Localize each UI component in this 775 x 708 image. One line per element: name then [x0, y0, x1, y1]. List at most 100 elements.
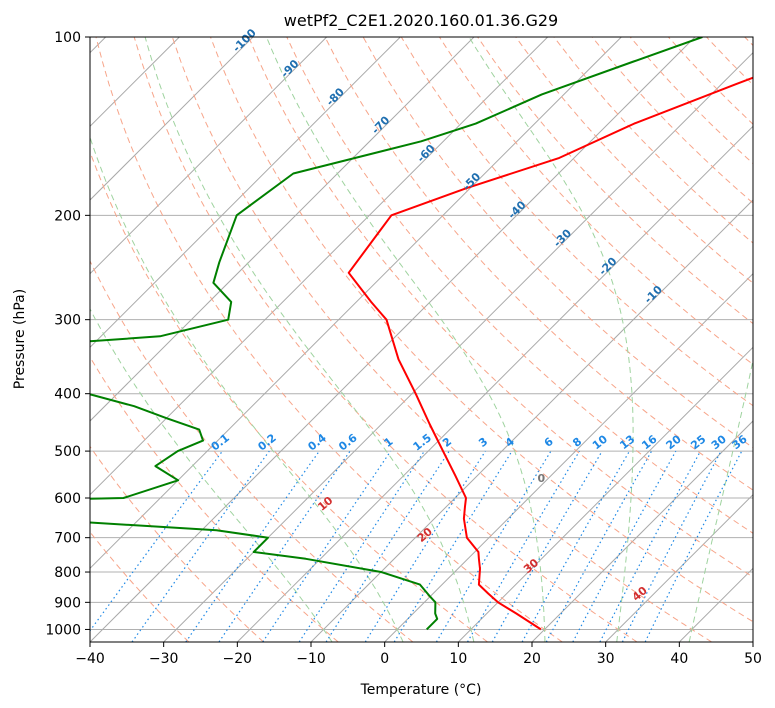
x-tick-label: 40: [670, 651, 688, 667]
isotherm-label: -20: [596, 255, 619, 278]
y-tick-label: 400: [54, 387, 81, 403]
annotation-labels: 0.1 0.2 0.4 0.6 1 1.5 2 3 4 6 8 10 13 16 20 25 30 36-100-…: [209, 26, 750, 604]
mixing-ratio-line: [218, 450, 351, 642]
mixing-ratio-line: [325, 450, 450, 642]
mixing-ratio-label: 1: [382, 435, 396, 450]
y-tick-label: 800: [54, 565, 81, 581]
y-tick-label: 600: [54, 491, 81, 507]
moist-adiabat-line: [468, 37, 634, 642]
moist-adiabat-line: [144, 37, 475, 642]
isotherm-label: -10: [642, 283, 665, 306]
isotherm-line: [90, 37, 328, 275]
moist-adiabat-line: [266, 37, 546, 642]
dry-adiabat-line: [286, 37, 753, 534]
x-axis-title: Temperature (°C): [360, 682, 482, 698]
isotherm-line: [457, 346, 753, 642]
mixing-ratio-line: [364, 450, 486, 642]
moist-adiabat-label: 0: [538, 472, 546, 485]
dry-adiabat-line: [90, 445, 264, 642]
y-tick-label: 300: [54, 313, 81, 329]
dry-adiabat-line: [95, 37, 563, 642]
y-axis-title: Pressure (hPa): [12, 289, 28, 389]
mixing-ratio-line: [545, 450, 653, 642]
isotherm-label: -60: [415, 142, 438, 165]
isotherm-label: -40: [505, 198, 528, 221]
isotherm-line: [678, 567, 753, 642]
mixing-ratio-line: [466, 450, 580, 642]
dry-adiabat-line: [133, 37, 638, 642]
dry-adiabat-line: [706, 37, 753, 86]
mixing-ratio-line: [599, 450, 702, 642]
dry-adiabat-line: [90, 259, 414, 642]
mixing-ratio-label: 0.4: [305, 431, 329, 453]
dry-adiabat-line: [744, 37, 753, 47]
y-tick-label: 900: [54, 595, 81, 611]
isotherm-line: [531, 420, 753, 642]
mixing-ratio-label: 36: [730, 432, 750, 452]
mixing-ratio-line: [90, 450, 223, 632]
isotherm-line: [605, 493, 753, 642]
mixing-ratio-line: [298, 450, 425, 642]
y-tick-label: 500: [54, 444, 81, 460]
isotherm-label: -90: [278, 57, 301, 80]
dry-adiabat-line: [668, 37, 753, 125]
isotherm-line: [90, 37, 401, 349]
mixing-ratio-label: 1.5: [411, 431, 434, 453]
mixing-ratio-label: 0.2: [255, 431, 278, 453]
mixing-ratio-label: 0.1: [209, 431, 232, 453]
isotherm-line: [90, 37, 475, 422]
x-tick-label: −10: [296, 651, 326, 667]
mixing-ratio-label: 10: [590, 432, 610, 452]
chart-title: wetPf2_C2E1.2020.160.01.36.G29: [284, 11, 558, 31]
y-tick-label: 100: [54, 30, 81, 46]
mixing-ratio-label: 8: [570, 435, 584, 450]
mixing-ratio-line: [185, 450, 320, 642]
mixing-ratio-line: [572, 450, 677, 642]
mixing-ratio-label: 20: [664, 432, 684, 452]
isotherm-label: -80: [324, 85, 347, 108]
dry-adiabat-line: [90, 531, 190, 642]
moist-adiabat-line: [90, 308, 333, 642]
dry-adiabat-line: [90, 356, 339, 642]
isotherm-label: -70: [369, 113, 392, 136]
dry-adiabat-line: [591, 37, 753, 204]
plot-frame: [89, 36, 754, 643]
mixing-ratio-line: [262, 450, 392, 642]
sounding-line: [347, 76, 753, 631]
isotherm-line: [90, 37, 549, 496]
mixing-ratio-label: 16: [639, 432, 659, 452]
mixing-ratio-label: 6: [542, 435, 556, 450]
dry-adiabat-line: [171, 37, 712, 642]
dry-adiabat-line: [438, 37, 753, 366]
mixing-ratio-line: [435, 450, 552, 642]
isotherm-line: [236, 125, 753, 642]
x-tick-label: −20: [223, 651, 253, 667]
isotherm-line: [90, 37, 254, 201]
moist-adiabat-line: [90, 135, 404, 642]
dry-adiabat-line: [515, 37, 753, 284]
mixing-ratio-label: 13: [617, 433, 637, 453]
axis-ticks: −40 −30 −20 −10 0 10 20 30 40 5010020030040050060…: [45, 30, 762, 667]
x-tick-label: −40: [75, 651, 105, 667]
sounding-line: [90, 37, 703, 631]
mixing-ratio-label: 0.6: [336, 431, 360, 453]
x-tick-label: 10: [449, 651, 467, 667]
x-tick-label: 50: [744, 651, 762, 667]
y-tick-label: 700: [54, 531, 81, 547]
dry-adiabat-line: [324, 37, 753, 491]
dry-adiabat-line: [553, 37, 753, 244]
x-tick-label: −30: [149, 651, 179, 667]
isotherm-label: -30: [551, 226, 574, 249]
mixing-ratio-label: 30: [709, 432, 729, 452]
mixing-ratio-line: [393, 450, 513, 642]
series-layer: [90, 37, 753, 631]
mixing-ratio-label: 3: [476, 435, 490, 450]
dry-adiabat-line: [210, 37, 753, 623]
isotherm-line: [752, 641, 753, 642]
isotherm-line: [90, 37, 622, 570]
moist-adiabat-line: [688, 358, 753, 642]
dry-adiabat-line: [248, 37, 753, 578]
x-tick-label: 30: [597, 651, 615, 667]
mixing-ratio-line: [644, 450, 743, 642]
